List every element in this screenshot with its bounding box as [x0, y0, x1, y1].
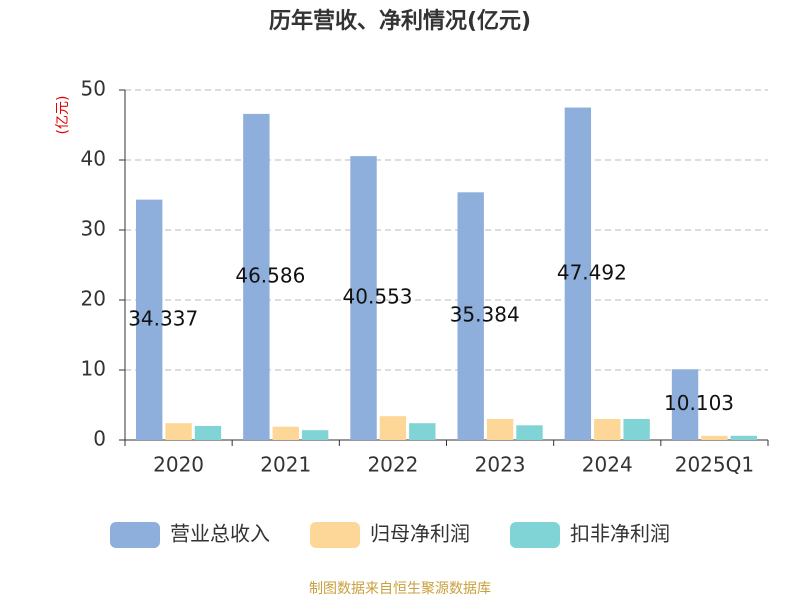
bar: [623, 419, 650, 440]
x-tick-label: 2021: [260, 453, 311, 477]
data-label: 10.103: [664, 391, 734, 415]
y-tick-label: 10: [81, 357, 106, 381]
legend-label: 扣非净利润: [570, 522, 670, 546]
legend-swatch: [310, 522, 360, 548]
data-label: 35.384: [450, 303, 520, 327]
y-tick-label: 40: [81, 147, 106, 171]
bar: [301, 430, 329, 440]
y-tick-label: 0: [93, 427, 106, 451]
legend-label: 归母净利润: [370, 522, 470, 546]
bar: [409, 423, 436, 440]
bar: [379, 416, 407, 440]
data-label: 47.492: [557, 260, 627, 284]
y-tick-label: 20: [81, 287, 106, 311]
source-note: 制图数据来自恒生聚源数据库: [309, 581, 491, 597]
x-tick-label: 2024: [582, 453, 633, 477]
bar: [701, 435, 728, 440]
bar: [165, 423, 192, 440]
y-axis-label: (亿元): [55, 96, 71, 135]
legend-swatch: [510, 522, 560, 548]
x-tick-label: 2023: [475, 453, 526, 477]
bar: [516, 425, 543, 440]
bar: [486, 419, 514, 440]
y-tick-label: 50: [81, 77, 106, 101]
x-tick-label: 2022: [367, 453, 418, 477]
y-tick-label: 30: [81, 217, 106, 241]
bar: [350, 156, 377, 440]
x-tick-label: 2020: [153, 453, 204, 477]
bar: [730, 435, 757, 440]
x-tick-label: 2025Q1: [675, 453, 754, 477]
legend-label: 营业总收入: [170, 522, 270, 546]
legend-swatch: [110, 522, 160, 548]
data-label: 46.586: [235, 263, 305, 287]
bar: [671, 369, 699, 440]
bar: [564, 107, 592, 440]
bar: [272, 426, 299, 440]
bar: [243, 113, 270, 440]
bar: [457, 192, 484, 440]
chart-title: 历年营收、净利情况(亿元): [269, 8, 531, 34]
data-label: 40.553: [343, 285, 413, 309]
bar: [594, 419, 621, 440]
data-label: 34.337: [128, 306, 198, 330]
bar: [194, 426, 222, 440]
bar: [136, 199, 163, 440]
